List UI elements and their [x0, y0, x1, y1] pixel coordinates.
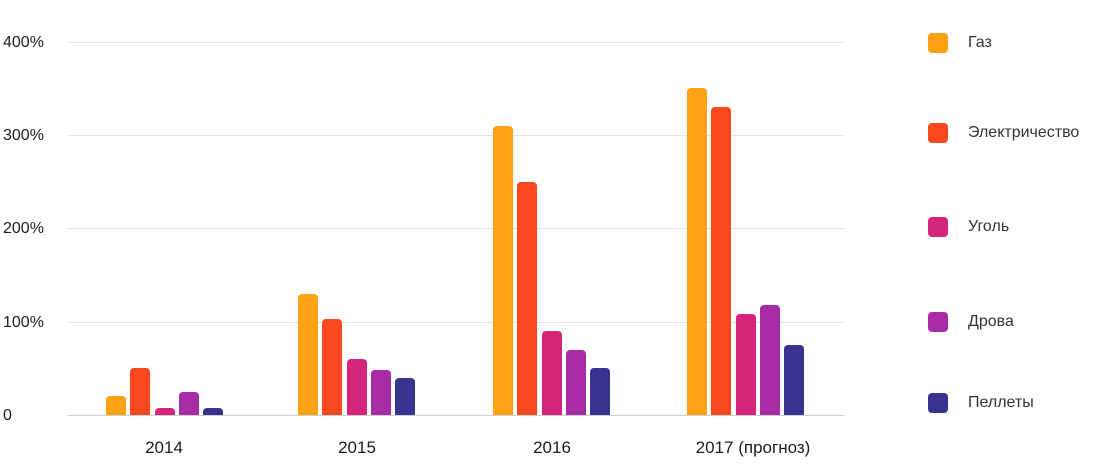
legend-label: Газ	[968, 34, 992, 51]
bar-Дрова-2017 (прогноз)	[759, 304, 780, 415]
bar-Газ-2015	[298, 293, 318, 415]
gridline	[68, 415, 844, 416]
bar-Пеллеты-2015	[395, 377, 416, 415]
gridline	[68, 321, 844, 323]
y-axis-tick-label: 300%	[3, 126, 44, 144]
legend-swatch-icon	[928, 312, 948, 332]
bar-Пеллеты-2016	[590, 368, 611, 415]
legend-swatch-icon	[928, 33, 948, 53]
bar-Дрова-2015	[370, 370, 391, 415]
bar-Электричество-2017 (прогноз)	[711, 106, 732, 415]
legend-item: Газ	[928, 33, 992, 53]
legend-item: Уголь	[928, 217, 1009, 237]
legend-item: Дрова	[928, 312, 1014, 332]
x-axis-category-label: 2014	[145, 438, 183, 457]
x-axis-category-label: 2017 (прогноз)	[695, 438, 811, 457]
bar-Пеллеты-2017 (прогноз)	[784, 344, 805, 415]
bar-Уголь-2017 (прогноз)	[735, 314, 756, 415]
y-axis-tick-label: 100%	[3, 313, 44, 331]
legend-label: Дрова	[968, 313, 1014, 330]
legend-swatch-icon	[928, 393, 948, 413]
bar-Уголь-2015	[346, 358, 367, 415]
y-axis-tick-label: 200%	[3, 220, 44, 238]
bar-Газ-2014	[106, 396, 126, 415]
legend-swatch-icon	[928, 123, 948, 143]
legend-item: Электричество	[928, 123, 1079, 143]
y-axis-tick-label: 400%	[3, 33, 44, 51]
x-axis-category-label: 2015	[338, 438, 376, 457]
bar-Дрова-2014	[178, 391, 199, 415]
bar-Электричество-2016	[517, 181, 538, 415]
gridline	[68, 41, 844, 43]
legend-swatch-icon	[928, 217, 948, 237]
gridline	[68, 228, 844, 230]
bar-Пеллеты-2014	[203, 407, 224, 415]
gridline	[68, 134, 844, 136]
bar-Газ-2017 (прогноз)	[687, 88, 707, 415]
legend-item: Пеллеты	[928, 393, 1034, 413]
y-axis-tick-label: 0	[3, 407, 12, 424]
legend-label: Электричество	[968, 124, 1080, 141]
bar-Газ-2016	[493, 125, 513, 415]
legend-label: Уголь	[968, 218, 1010, 235]
legend-label: Пеллеты	[968, 394, 1034, 411]
bar-Электричество-2014	[130, 368, 151, 415]
bar-Электричество-2015	[322, 318, 343, 415]
bar-Уголь-2014	[154, 407, 175, 415]
x-axis-category-label: 2016	[533, 438, 571, 457]
bar-Дрова-2016	[565, 349, 586, 415]
bar-Уголь-2016	[541, 330, 562, 415]
